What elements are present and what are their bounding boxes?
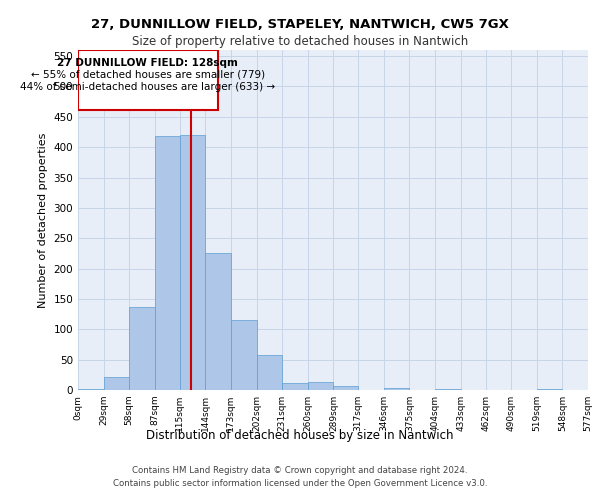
Text: 44% of semi-detached houses are larger (633) →: 44% of semi-detached houses are larger (… [20, 82, 275, 92]
Bar [205, 254, 231, 390]
Bar [104, 376, 129, 390]
Bar [155, 136, 179, 390]
Text: Size of property relative to detached houses in Nantwich: Size of property relative to detached ho… [132, 35, 468, 48]
Y-axis label: Number of detached properties: Number of detached properties [38, 132, 48, 308]
Text: 27 DUNNILLOW FIELD: 128sqm: 27 DUNNILLOW FIELD: 128sqm [58, 58, 238, 68]
Bar [78, 389, 104, 390]
Bar [179, 135, 205, 390]
Bar [129, 307, 155, 390]
Bar [384, 388, 409, 390]
Text: Contains HM Land Registry data © Crown copyright and database right 2024.
Contai: Contains HM Land Registry data © Crown c… [113, 466, 487, 487]
Text: ← 55% of detached houses are smaller (779): ← 55% of detached houses are smaller (77… [31, 70, 265, 80]
Bar [537, 389, 562, 390]
Bar [257, 356, 282, 390]
Text: 27, DUNNILLOW FIELD, STAPELEY, NANTWICH, CW5 7GX: 27, DUNNILLOW FIELD, STAPELEY, NANTWICH,… [91, 18, 509, 30]
Bar [78, 50, 218, 110]
Bar [435, 389, 461, 390]
Bar [231, 320, 257, 390]
Bar [334, 386, 358, 390]
Bar [282, 384, 308, 390]
Text: Distribution of detached houses by size in Nantwich: Distribution of detached houses by size … [146, 430, 454, 442]
Bar [308, 382, 334, 390]
